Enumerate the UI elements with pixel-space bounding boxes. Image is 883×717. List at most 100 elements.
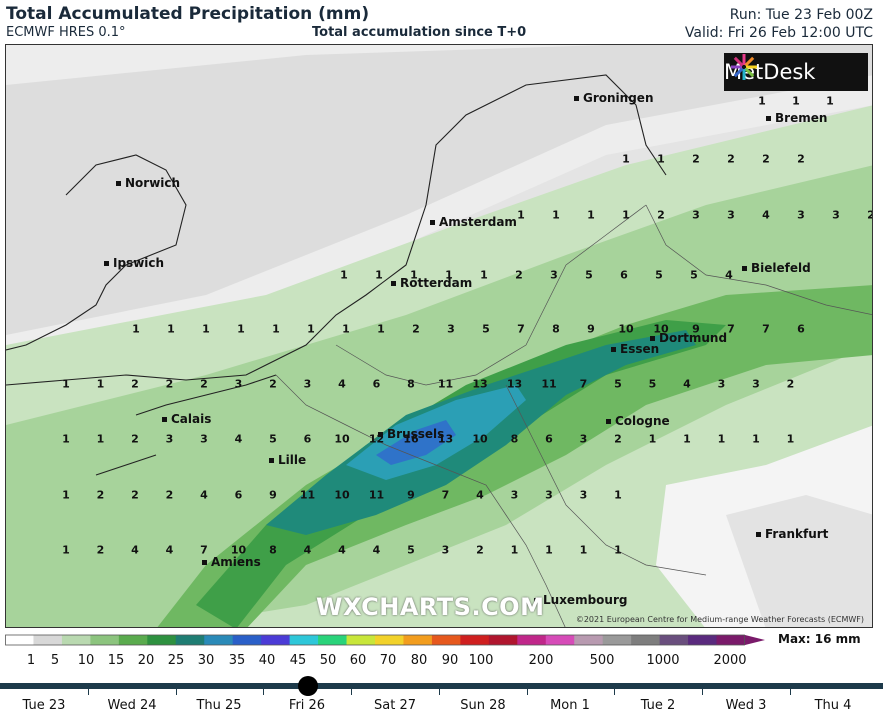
grid-value: 2 xyxy=(786,377,795,391)
scale-label: 90 xyxy=(441,653,459,668)
grid-value: 10 xyxy=(334,432,350,446)
scale-label: 45 xyxy=(289,653,307,668)
timeline-tick xyxy=(702,689,703,695)
scale-swatch xyxy=(261,635,291,645)
grid-value: 2 xyxy=(96,488,105,502)
timeline-day[interactable]: Tue 2 xyxy=(640,698,676,713)
grid-value: 1 xyxy=(375,268,383,282)
grid-value: 8 xyxy=(269,543,277,557)
grid-value: 5 xyxy=(614,377,622,391)
grid-value: 2 xyxy=(131,432,139,446)
scale-swatch xyxy=(460,635,490,645)
scale-label: 2000 xyxy=(713,653,747,668)
grid-value: 2 xyxy=(165,488,174,502)
scale-label: 80 xyxy=(410,653,428,668)
grid-value: 13 xyxy=(437,432,454,446)
scale-label: 200 xyxy=(528,653,554,668)
grid-value: 1 xyxy=(377,322,385,336)
grid-value: 2 xyxy=(867,209,872,222)
grid-value: 1 xyxy=(622,208,630,222)
timeline-day[interactable]: Sun 28 xyxy=(460,698,506,713)
city-cologne: Cologne xyxy=(606,414,670,428)
grid-value: 3 xyxy=(510,488,519,502)
city-rotterdam: Rotterdam xyxy=(391,276,472,290)
grid-value: 7 xyxy=(441,488,450,502)
city-groningen: Groningen xyxy=(574,91,653,105)
city-amiens: Amiens xyxy=(202,555,261,569)
timeline-day[interactable]: Thu 25 xyxy=(196,698,242,713)
timeline-day[interactable]: Mon 1 xyxy=(550,698,590,713)
grid-value: 11 xyxy=(541,377,557,391)
scale-swatch xyxy=(147,635,177,645)
city-amsterdam: Amsterdam xyxy=(430,215,517,229)
grid-value: 5 xyxy=(269,432,277,446)
scale-swatch xyxy=(118,635,148,645)
scale-swatch xyxy=(517,635,547,645)
grid-value: 2 xyxy=(762,152,770,166)
grid-value: 5 xyxy=(585,268,593,282)
scale-swatch xyxy=(631,635,661,645)
scale-swatch xyxy=(659,635,689,645)
grid-value: 3 xyxy=(165,432,174,446)
scale-swatch xyxy=(488,635,518,645)
timeline-day[interactable]: Tue 23 xyxy=(22,698,66,713)
max-value-label: Max: 16 mm xyxy=(778,632,861,646)
scale-swatch xyxy=(346,635,376,645)
timeline-day[interactable]: Wed 3 xyxy=(725,698,767,713)
accumulation-label: Total accumulation since T+0 xyxy=(312,25,527,40)
timeline-tick xyxy=(527,689,528,695)
scale-label: 1 xyxy=(26,653,36,668)
grid-value: 1 xyxy=(62,488,70,502)
grid-value: 9 xyxy=(407,488,415,502)
grid-value: 7 xyxy=(762,322,770,336)
scale-swatch xyxy=(33,635,63,645)
grid-value: 2 xyxy=(657,208,665,222)
grid-value: 1 xyxy=(62,543,70,557)
grid-value: 4 xyxy=(165,543,174,557)
timeline-day[interactable]: Fri 26 xyxy=(288,698,326,713)
timeline-day[interactable]: Thu 4 xyxy=(814,698,852,713)
timeline-tick xyxy=(88,689,89,695)
scale-label: 10 xyxy=(77,653,95,668)
scale-label: 50 xyxy=(319,653,337,668)
grid-value: 4 xyxy=(303,543,312,557)
grid-value: 9 xyxy=(269,488,277,502)
scale-label: 1000 xyxy=(646,653,680,668)
grid-value: 1 xyxy=(132,322,140,336)
grid-value: 5 xyxy=(648,377,657,391)
grid-value: 1 xyxy=(62,432,70,446)
grid-value: 7 xyxy=(579,377,588,391)
timeline-day[interactable]: Sat 27 xyxy=(374,698,416,713)
grid-value: 3 xyxy=(797,208,805,222)
scale-swatch xyxy=(574,635,604,645)
grid-value: 4 xyxy=(338,377,346,391)
scale-label: 70 xyxy=(379,653,397,668)
grid-value: 1 xyxy=(752,432,760,446)
grid-value: 3 xyxy=(727,208,735,222)
grid-value: 8 xyxy=(552,322,560,336)
scale-label: 30 xyxy=(197,653,215,668)
grid-value: 2 xyxy=(614,432,622,446)
scale-label: 60 xyxy=(349,653,367,668)
timeline-slider-handle[interactable] xyxy=(298,676,318,696)
precipitation-map[interactable]: MetDesk Groningen Bremen Norwich Amsterd… xyxy=(5,44,873,628)
grid-value: 4 xyxy=(200,488,208,502)
timeline-day[interactable]: Wed 24 xyxy=(107,698,157,713)
timeline-tick xyxy=(439,689,440,695)
grid-value: 1 xyxy=(96,432,105,446)
timeline-bar[interactable] xyxy=(0,683,883,689)
scale-label: 20 xyxy=(137,653,155,668)
grid-value: 7 xyxy=(200,543,208,557)
scale-swatch xyxy=(431,635,461,645)
grid-value: 1 xyxy=(445,268,453,282)
grid-value: 1 xyxy=(657,152,665,166)
grid-value: 7 xyxy=(727,322,735,336)
run-time: Run: Tue 23 Feb 00Z xyxy=(729,7,873,23)
grid-value: 7 xyxy=(517,322,525,336)
grid-value: 6 xyxy=(545,432,553,446)
grid-value: 11 xyxy=(437,377,454,391)
grid-value: 1 xyxy=(614,543,622,557)
grid-value: 3 xyxy=(832,208,840,222)
grid-value: 5 xyxy=(407,543,415,557)
grid-value: 2 xyxy=(476,543,484,557)
